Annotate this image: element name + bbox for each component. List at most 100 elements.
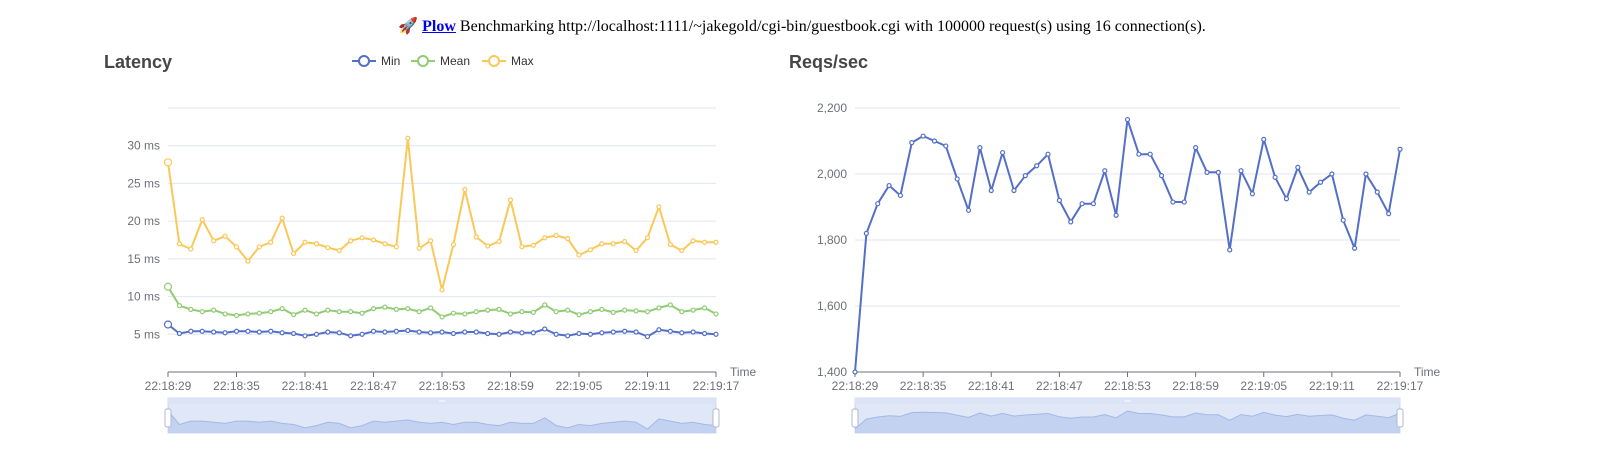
latency-series-mean-point	[222, 311, 228, 317]
reqs-chart: Reqs/sec 1,400 1,600 1,800 2,000 2,200 22:18:2…	[789, 52, 1441, 434]
reqs-series-reqs-point	[1113, 212, 1119, 218]
reqs-x-tick-label: 22:19:11	[1309, 379, 1355, 393]
reqs-series-reqs-point	[1011, 187, 1017, 194]
reqs-x-tick-label: 22:18:53	[1104, 379, 1151, 393]
reqs-zoom-handle-left[interactable]	[851, 408, 859, 428]
latency-series-mean-point	[382, 304, 388, 310]
latency-series-mean-point	[450, 310, 457, 316]
reqs-series-reqs-point	[1238, 168, 1244, 174]
reqs-title: Reqs/sec	[789, 52, 868, 72]
reqs-x-tick-label: 22:18:41	[968, 379, 1015, 393]
reqs-series-reqs-point	[1079, 201, 1085, 207]
reqs-series-reqs-point	[1227, 247, 1233, 253]
latency-series-max-point	[336, 247, 342, 254]
reqs-series-reqs-point	[1261, 136, 1267, 142]
latency-series-min-point	[427, 330, 434, 336]
latency-series-mean-point	[188, 306, 194, 312]
latency-series-min-point	[530, 330, 536, 336]
latency-y-tick-label: 10 ms	[127, 290, 160, 304]
latency-legend-marker	[488, 55, 500, 67]
reqs-series-reqs-point	[1306, 189, 1312, 195]
latency-series-min-point	[348, 333, 354, 339]
latency-legend-label: Mean	[440, 54, 470, 68]
latency-series-max-point	[302, 239, 308, 245]
latency-series-min-point	[496, 331, 502, 337]
reqs-zoom-handle-right[interactable]	[1396, 408, 1404, 428]
latency-series-max-point	[462, 186, 468, 193]
latency-series-min-point	[656, 327, 662, 333]
latency-series-min-point	[176, 330, 183, 337]
latency-series-mean-point	[690, 307, 696, 313]
latency-series-min-point	[701, 330, 708, 337]
latency-series-mean-point	[564, 307, 571, 313]
latency-series-max-point	[439, 287, 445, 293]
latency-series-min-point	[325, 329, 331, 335]
reqs-series-reqs-point	[931, 138, 938, 144]
latency-series-min-point	[679, 330, 685, 336]
latency-series-max-point	[599, 241, 605, 247]
latency-series-max-point	[542, 235, 548, 241]
latency-series-mean-point	[439, 314, 445, 320]
latency-series-mean-point	[233, 312, 240, 319]
reqs-series-reqs-point	[1022, 173, 1028, 179]
plow-link[interactable]: Plow	[422, 18, 456, 35]
reqs-y-tick-label: 2,200	[817, 101, 847, 115]
reqs-series-reqs-point	[1045, 151, 1051, 157]
reqs-series-reqs-point	[909, 140, 915, 146]
latency-series-mean-point	[336, 309, 342, 315]
latency-series-mean-point	[199, 309, 205, 315]
latency-x-tick-label: 22:18:29	[145, 379, 192, 393]
latency-series-max-point	[268, 239, 274, 245]
latency-series-max-point	[279, 215, 285, 221]
latency-series-mean-point	[279, 306, 285, 312]
latency-series-min-point	[622, 328, 628, 334]
latency-zoom-handle-left[interactable]	[164, 408, 172, 428]
reqs-x-tick-label: 22:19:17	[1377, 379, 1424, 393]
benchmark-description: Benchmarking http://localhost:1111/~jake…	[455, 18, 1206, 35]
latency-series-mean-point	[644, 309, 651, 315]
reqs-series-reqs-line	[854, 118, 1401, 373]
reqs-series-reqs-point	[1090, 201, 1097, 207]
latency-y-tick-label: 15 ms	[127, 252, 160, 266]
latency-series-mean-point	[553, 309, 559, 315]
reqs-series-reqs-point	[1034, 163, 1040, 169]
latency-series-min-point	[644, 333, 651, 340]
reqs-x-tick-label: 22:18:29	[832, 379, 879, 393]
reqs-series-reqs-point	[920, 133, 926, 139]
latency-series-mean-point	[542, 302, 548, 308]
latency-series-mean-point	[370, 306, 377, 312]
latency-series-min-point	[667, 328, 673, 334]
latency-y-tick-label: 5 ms	[134, 327, 160, 341]
latency-series-min-point	[405, 327, 411, 334]
latency-series-min-point	[587, 331, 594, 337]
latency-series-min-point	[393, 328, 399, 334]
latency-zoom-handle-right[interactable]	[712, 408, 720, 428]
reqs-series-reqs-point	[1136, 151, 1142, 157]
latency-series-max-point	[633, 247, 639, 254]
latency-series-mean-point	[713, 311, 719, 317]
latency-series-mean-point	[313, 311, 320, 317]
latency-series-max-point	[359, 235, 365, 241]
reqs-series-reqs-point	[1170, 199, 1176, 205]
latency-series-max-point	[188, 246, 194, 252]
latency-series-mean-point	[256, 310, 262, 316]
reqs-zoom-preview-line	[854, 410, 1401, 430]
latency-series-min-point	[290, 330, 297, 337]
reqs-series-reqs-point	[1249, 191, 1255, 197]
reqs-series-reqs-point	[1351, 245, 1358, 251]
latency-series-min-point	[416, 329, 422, 335]
reqs-series-reqs-point	[863, 230, 869, 236]
latency-series-max-point	[325, 244, 331, 251]
reqs-data-zoom[interactable]	[851, 397, 1404, 434]
reqs-series-reqs-point	[977, 145, 983, 151]
reqs-x-tick-label: 22:18:59	[1172, 379, 1219, 393]
reqs-x-tick-label: 22:18:35	[900, 379, 947, 393]
latency-series-min-point	[450, 330, 457, 337]
reqs-series-reqs-point	[1283, 196, 1290, 202]
latency-legend-label: Min	[381, 54, 400, 68]
latency-series-max-point	[222, 233, 228, 239]
reqs-series-reqs-point	[1056, 197, 1062, 203]
latency-data-zoom[interactable]	[164, 397, 720, 434]
reqs-series-reqs-point	[1102, 168, 1108, 174]
reqs-series-reqs-point	[1000, 149, 1006, 156]
